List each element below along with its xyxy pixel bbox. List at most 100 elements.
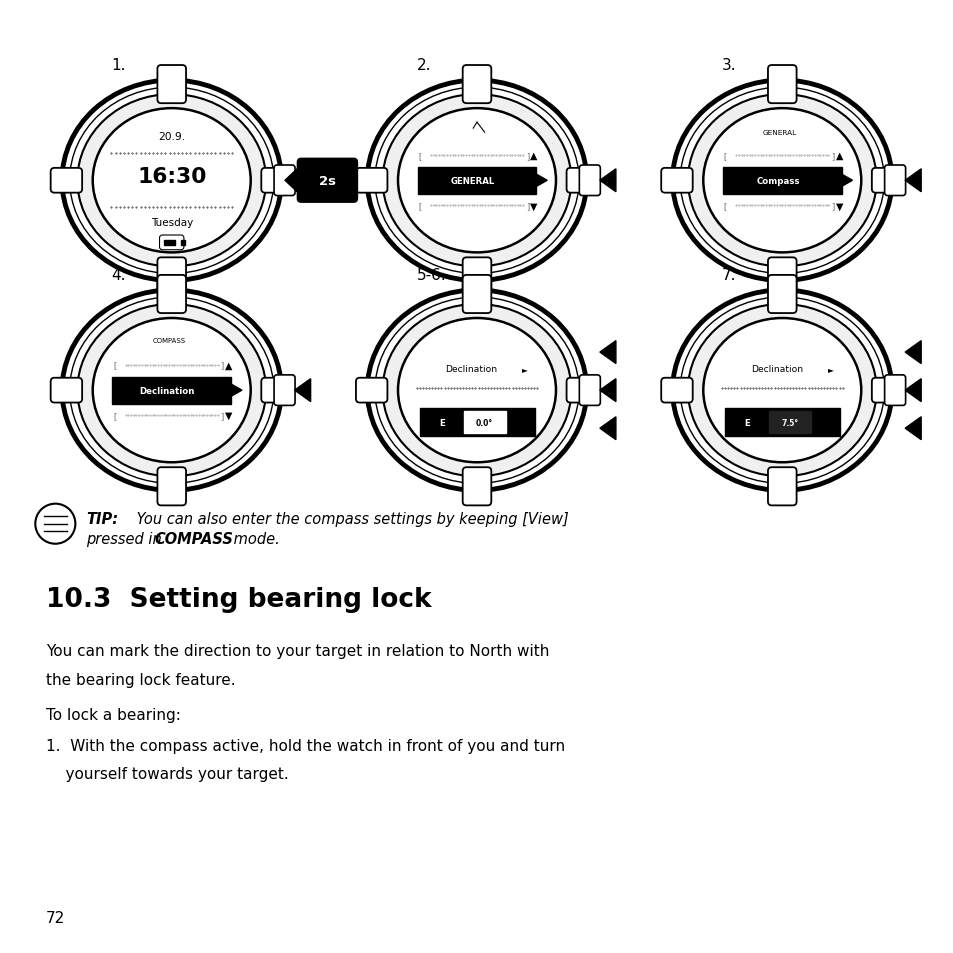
FancyBboxPatch shape	[274, 166, 294, 196]
Ellipse shape	[672, 81, 891, 281]
Text: ►: ►	[827, 364, 833, 374]
Bar	[112, 377, 231, 404]
Text: ▲: ▲	[835, 152, 842, 161]
Bar	[724, 409, 840, 436]
FancyBboxPatch shape	[566, 378, 598, 403]
Text: 16:30: 16:30	[137, 167, 206, 187]
Text: Declination: Declination	[139, 386, 194, 395]
FancyBboxPatch shape	[767, 468, 796, 506]
Text: ▼: ▼	[835, 201, 842, 211]
Text: ▲: ▲	[530, 152, 537, 161]
FancyBboxPatch shape	[767, 258, 796, 296]
Ellipse shape	[70, 88, 274, 274]
FancyBboxPatch shape	[462, 258, 491, 296]
FancyBboxPatch shape	[51, 378, 82, 403]
FancyBboxPatch shape	[274, 375, 294, 406]
Text: [: [	[723, 202, 726, 211]
Text: yourself towards your target.: yourself towards your target.	[46, 766, 288, 781]
Text: 10.3  Setting bearing lock: 10.3 Setting bearing lock	[46, 586, 431, 612]
Text: Declination: Declination	[445, 364, 497, 374]
Text: To lock a bearing:: To lock a bearing:	[46, 707, 180, 722]
FancyBboxPatch shape	[883, 375, 904, 406]
Polygon shape	[904, 417, 921, 440]
FancyBboxPatch shape	[767, 275, 796, 314]
Polygon shape	[599, 341, 616, 364]
Ellipse shape	[77, 305, 266, 476]
Ellipse shape	[92, 109, 251, 253]
Ellipse shape	[375, 88, 578, 274]
Text: ]: ]	[830, 202, 834, 211]
Text: pressed in: pressed in	[86, 532, 166, 547]
Text: 1.: 1.	[112, 58, 126, 73]
FancyBboxPatch shape	[660, 378, 692, 403]
Text: ▼: ▼	[530, 201, 537, 211]
Ellipse shape	[367, 81, 586, 281]
Ellipse shape	[70, 297, 274, 484]
Ellipse shape	[672, 291, 891, 491]
Text: ▼: ▼	[225, 411, 233, 420]
FancyBboxPatch shape	[462, 468, 491, 506]
Text: ►: ►	[522, 364, 528, 374]
Circle shape	[35, 504, 75, 544]
Text: You can mark the direction to your target in relation to North with: You can mark the direction to your targe…	[46, 643, 549, 659]
Ellipse shape	[687, 305, 876, 476]
Ellipse shape	[62, 81, 281, 281]
Text: Tuesday: Tuesday	[151, 218, 193, 228]
Text: ]: ]	[220, 412, 224, 420]
Polygon shape	[599, 170, 616, 193]
Ellipse shape	[679, 88, 883, 274]
Bar	[181, 241, 185, 245]
Text: 7.5°: 7.5°	[781, 418, 798, 427]
Ellipse shape	[62, 291, 281, 491]
Polygon shape	[599, 417, 616, 440]
Bar	[463, 412, 505, 434]
Text: 4.: 4.	[112, 268, 126, 283]
Text: 72: 72	[46, 910, 65, 925]
Text: 5-6.: 5-6.	[416, 268, 446, 283]
Polygon shape	[294, 379, 311, 402]
Ellipse shape	[382, 95, 571, 267]
Bar	[417, 168, 536, 194]
FancyBboxPatch shape	[157, 468, 186, 506]
Bar	[768, 412, 810, 434]
Text: [: [	[418, 152, 421, 160]
FancyBboxPatch shape	[578, 166, 599, 196]
FancyBboxPatch shape	[462, 275, 491, 314]
FancyBboxPatch shape	[578, 375, 599, 406]
FancyBboxPatch shape	[159, 235, 184, 251]
Ellipse shape	[375, 297, 578, 484]
Polygon shape	[285, 166, 301, 196]
Polygon shape	[904, 170, 921, 193]
FancyBboxPatch shape	[660, 169, 692, 193]
Text: mode.: mode.	[229, 532, 279, 547]
Text: You can also enter the compass settings by keeping [View]: You can also enter the compass settings …	[132, 512, 568, 527]
Bar	[722, 168, 841, 194]
FancyBboxPatch shape	[566, 169, 598, 193]
Text: 0.0°: 0.0°	[476, 418, 493, 427]
Ellipse shape	[702, 109, 861, 253]
Ellipse shape	[702, 318, 861, 463]
Bar	[164, 240, 175, 246]
Text: 3.: 3.	[721, 58, 736, 73]
Text: ]: ]	[830, 152, 834, 160]
Text: ▲: ▲	[225, 361, 233, 371]
FancyBboxPatch shape	[157, 66, 186, 104]
Polygon shape	[599, 379, 616, 402]
Ellipse shape	[382, 305, 571, 476]
Ellipse shape	[397, 318, 556, 463]
Ellipse shape	[92, 318, 251, 463]
Text: ]: ]	[220, 361, 224, 370]
Text: GENERAL: GENERAL	[762, 130, 797, 136]
Text: ▼: ▼	[524, 418, 530, 427]
Polygon shape	[229, 383, 242, 398]
Polygon shape	[904, 341, 921, 364]
Text: ▼: ▼	[829, 418, 835, 427]
Text: 20.9.: 20.9.	[158, 132, 185, 142]
FancyBboxPatch shape	[883, 166, 904, 196]
Ellipse shape	[367, 291, 586, 491]
FancyBboxPatch shape	[261, 378, 293, 403]
Text: COMPASS: COMPASS	[152, 337, 186, 344]
FancyBboxPatch shape	[51, 169, 82, 193]
Text: [: [	[723, 152, 726, 160]
Bar	[419, 409, 535, 436]
